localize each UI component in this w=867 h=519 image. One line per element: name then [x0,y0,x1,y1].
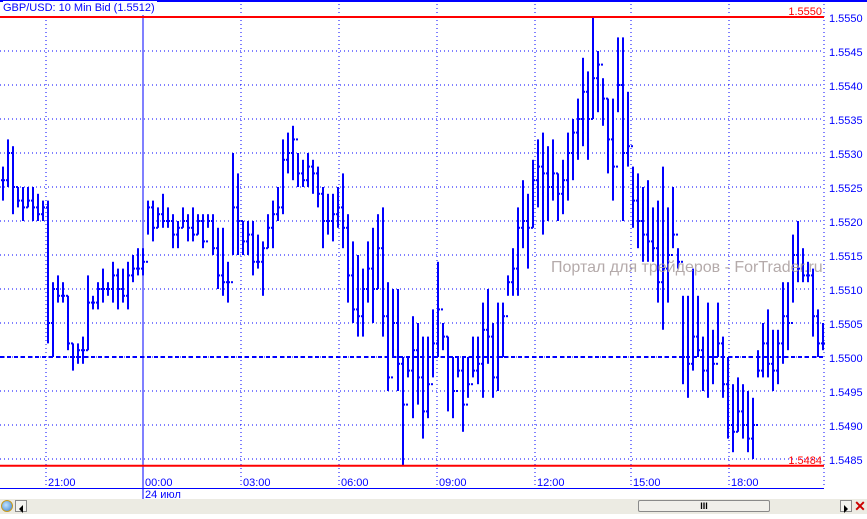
price-tick-label: 1.5525 [829,183,863,195]
scroll-right-icon [844,505,848,513]
price-tick-label: 1.5545 [829,47,863,59]
grid [0,0,867,499]
time-tick-label: 18:00 [731,477,759,489]
scroll-left-icon [19,505,23,513]
ohlc-bars [1,17,825,466]
date-label: 24 июл [145,489,181,500]
price-tick-label: 1.5510 [829,285,863,297]
time-tick-label: 21:00 [48,477,76,489]
price-tick-label: 1.5495 [829,387,863,399]
price-tick-label: 1.5485 [829,455,863,467]
close-icon[interactable]: ✕ [854,498,866,514]
top-border [0,0,867,2]
price-axis: 1.5550 1.5545 1.5540 1.5535 1.5530 1.5525 1.55… [829,13,863,467]
thumb-grip: III [700,501,708,511]
scroll-right-button[interactable] [840,500,852,513]
time-axis: 21:00 00:00 03:00 06:00 09:00 12:00 15:00 18:00… [0,477,824,500]
time-tick-label: 15:00 [633,477,661,489]
globe-icon[interactable] [1,500,13,512]
price-tick-label: 1.5530 [829,149,863,161]
price-tick-label: 1.5535 [829,115,863,127]
time-tick-label: 00:00 [145,477,173,489]
horizontal-scrollbar[interactable]: III ✕ [0,499,867,514]
watermark: Портал для трейдеров - ForTrader.ru [551,259,823,276]
price-tick-label: 1.5505 [829,319,863,331]
price-tick-label: 1.5540 [829,81,863,93]
level-label: 1.5550 [788,6,822,18]
scroll-left-button[interactable] [15,500,27,513]
price-tick-label: 1.5490 [829,421,863,433]
level-label: 1.5484 [788,455,822,467]
time-tick-label: 06:00 [341,477,369,489]
chart-title: GBP/USD: 10 Min Bid (1.5512) [3,1,157,15]
time-tick-label: 03:00 [243,477,271,489]
price-tick-label: 1.5520 [829,217,863,229]
scrollbar-thumb[interactable]: III [638,500,770,512]
price-tick-label: 1.5500 [829,353,863,365]
price-tick-label: 1.5550 [829,13,863,25]
price-tick-label: 1.5515 [829,251,863,263]
price-levels: 1.5550 1.5484 [0,6,824,467]
time-tick-label: 12:00 [537,477,565,489]
time-tick-label: 09:00 [439,477,467,489]
